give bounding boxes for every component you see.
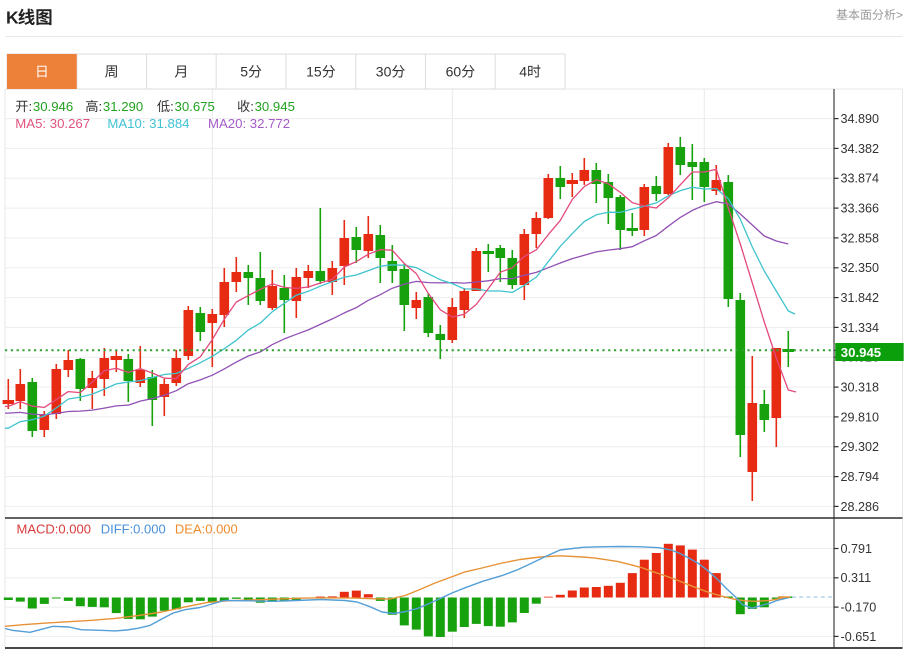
svg-text::: : <box>250 99 254 114</box>
svg-text:32.350: 32.350 <box>841 261 880 275</box>
svg-text:-0.651: -0.651 <box>841 630 877 644</box>
svg-text:33.874: 33.874 <box>841 172 880 186</box>
svg-text:34.890: 34.890 <box>841 112 880 126</box>
svg-text:34.382: 34.382 <box>841 142 880 156</box>
svg-text:5: 5 <box>240 64 248 80</box>
svg-text:29.810: 29.810 <box>841 410 880 424</box>
svg-text:0.791: 0.791 <box>841 542 873 556</box>
svg-text:30.675: 30.675 <box>175 99 215 114</box>
svg-text:>: > <box>896 8 903 22</box>
svg-text:30: 30 <box>376 64 392 80</box>
svg-text:K: K <box>6 8 19 28</box>
svg-text:60: 60 <box>446 64 462 80</box>
svg-text:28.794: 28.794 <box>841 470 880 484</box>
svg-text:DIFF:0.000: DIFF:0.000 <box>101 522 166 537</box>
svg-text:31.290: 31.290 <box>103 99 143 114</box>
svg-text:31.334: 31.334 <box>841 321 880 335</box>
svg-text:MA20: 32.772: MA20: 32.772 <box>208 116 290 131</box>
svg-text::: : <box>170 99 174 114</box>
svg-text:30.946: 30.946 <box>33 99 73 114</box>
svg-text::: : <box>99 99 103 114</box>
svg-text:30.945: 30.945 <box>841 345 881 360</box>
svg-text:33.366: 33.366 <box>841 202 880 216</box>
svg-text:30.945: 30.945 <box>255 99 295 114</box>
svg-text:32.858: 32.858 <box>841 231 880 245</box>
svg-text:-0.170: -0.170 <box>841 601 877 615</box>
svg-text:MACD:0.000: MACD:0.000 <box>17 522 91 537</box>
svg-text:31.842: 31.842 <box>841 291 880 305</box>
svg-text::: : <box>29 99 33 114</box>
svg-text:30.318: 30.318 <box>841 381 880 395</box>
svg-text:DEA:0.000: DEA:0.000 <box>175 522 238 537</box>
svg-text:28.286: 28.286 <box>841 500 880 514</box>
svg-text:29.302: 29.302 <box>841 440 880 454</box>
svg-text:MA5: 30.267: MA5: 30.267 <box>15 116 90 131</box>
svg-text:0.311: 0.311 <box>841 571 872 585</box>
svg-text:4: 4 <box>519 64 527 80</box>
svg-text:15: 15 <box>306 64 322 80</box>
svg-text:MA10: 31.884: MA10: 31.884 <box>107 116 189 131</box>
